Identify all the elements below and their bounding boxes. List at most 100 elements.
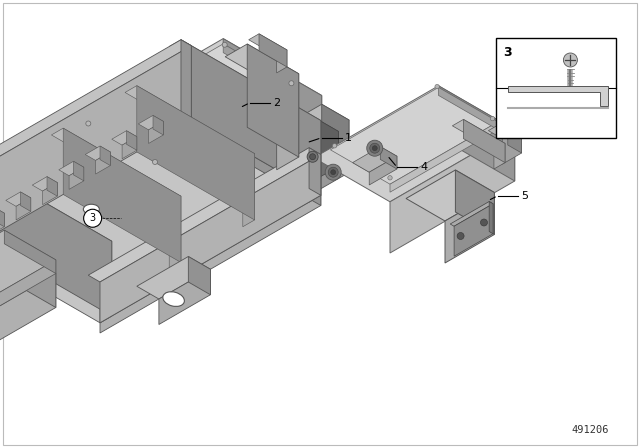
Polygon shape	[106, 194, 137, 225]
Polygon shape	[369, 156, 397, 185]
Circle shape	[372, 146, 377, 151]
Polygon shape	[508, 120, 522, 153]
Text: 1: 1	[344, 133, 351, 143]
Polygon shape	[137, 257, 211, 299]
Polygon shape	[247, 44, 299, 157]
Polygon shape	[148, 121, 163, 143]
Polygon shape	[0, 273, 56, 346]
Polygon shape	[6, 192, 31, 207]
Polygon shape	[463, 120, 505, 163]
Polygon shape	[0, 207, 4, 227]
Circle shape	[310, 154, 316, 160]
Polygon shape	[100, 146, 110, 166]
Polygon shape	[106, 207, 137, 260]
Polygon shape	[406, 170, 494, 221]
Polygon shape	[0, 160, 112, 248]
Circle shape	[222, 42, 227, 47]
Polygon shape	[127, 131, 137, 150]
Polygon shape	[494, 143, 505, 169]
Polygon shape	[112, 131, 137, 145]
Polygon shape	[155, 199, 186, 216]
Polygon shape	[155, 87, 298, 178]
Polygon shape	[159, 269, 211, 324]
Polygon shape	[445, 193, 494, 263]
Polygon shape	[137, 86, 255, 220]
Polygon shape	[305, 131, 339, 185]
Polygon shape	[46, 159, 137, 211]
Polygon shape	[181, 40, 321, 195]
Polygon shape	[32, 177, 58, 191]
Polygon shape	[100, 195, 321, 333]
Circle shape	[328, 167, 338, 177]
Polygon shape	[390, 122, 498, 192]
Polygon shape	[4, 244, 56, 307]
Polygon shape	[95, 152, 110, 174]
Polygon shape	[138, 116, 163, 130]
Polygon shape	[169, 40, 321, 127]
Polygon shape	[502, 127, 522, 164]
Polygon shape	[0, 213, 4, 235]
Polygon shape	[51, 128, 181, 203]
Polygon shape	[100, 241, 112, 323]
Polygon shape	[153, 116, 163, 135]
Circle shape	[388, 176, 392, 180]
Polygon shape	[454, 204, 493, 256]
Polygon shape	[223, 39, 322, 157]
Polygon shape	[390, 130, 515, 253]
Polygon shape	[223, 44, 298, 95]
Polygon shape	[319, 120, 339, 166]
Polygon shape	[452, 120, 505, 150]
Polygon shape	[450, 202, 493, 226]
Polygon shape	[63, 128, 181, 263]
Polygon shape	[100, 155, 321, 323]
Circle shape	[325, 164, 341, 180]
Polygon shape	[4, 230, 56, 273]
Polygon shape	[85, 146, 110, 160]
Bar	[496, 38, 616, 138]
Polygon shape	[125, 86, 255, 160]
Ellipse shape	[83, 204, 99, 214]
Polygon shape	[173, 199, 186, 236]
Polygon shape	[47, 177, 58, 196]
Polygon shape	[380, 146, 397, 169]
Polygon shape	[169, 196, 181, 269]
Polygon shape	[259, 34, 287, 67]
Ellipse shape	[163, 292, 184, 306]
Circle shape	[86, 121, 91, 126]
Polygon shape	[309, 121, 321, 202]
Polygon shape	[69, 167, 84, 190]
Polygon shape	[76, 159, 137, 207]
Circle shape	[367, 140, 383, 156]
Circle shape	[435, 84, 439, 89]
Text: 5: 5	[521, 191, 528, 201]
Polygon shape	[285, 120, 339, 151]
Polygon shape	[181, 40, 191, 121]
Circle shape	[152, 159, 157, 164]
Polygon shape	[0, 244, 56, 312]
Polygon shape	[43, 182, 58, 205]
Polygon shape	[0, 46, 191, 248]
Polygon shape	[489, 202, 493, 234]
Polygon shape	[225, 44, 299, 86]
Polygon shape	[74, 161, 84, 181]
Polygon shape	[438, 87, 498, 130]
Text: 3: 3	[90, 213, 96, 223]
Circle shape	[490, 116, 495, 121]
Polygon shape	[276, 50, 287, 73]
Polygon shape	[0, 207, 4, 222]
Polygon shape	[188, 257, 211, 295]
Polygon shape	[88, 148, 321, 282]
Circle shape	[481, 219, 488, 226]
Polygon shape	[0, 160, 112, 316]
Text: 4: 4	[420, 162, 428, 172]
Polygon shape	[59, 161, 84, 176]
Circle shape	[563, 53, 577, 67]
Circle shape	[289, 81, 294, 86]
Circle shape	[307, 151, 318, 162]
Polygon shape	[0, 230, 56, 298]
Polygon shape	[243, 154, 255, 227]
Polygon shape	[122, 137, 137, 159]
Polygon shape	[303, 120, 349, 199]
Polygon shape	[81, 44, 298, 169]
Polygon shape	[155, 95, 322, 253]
